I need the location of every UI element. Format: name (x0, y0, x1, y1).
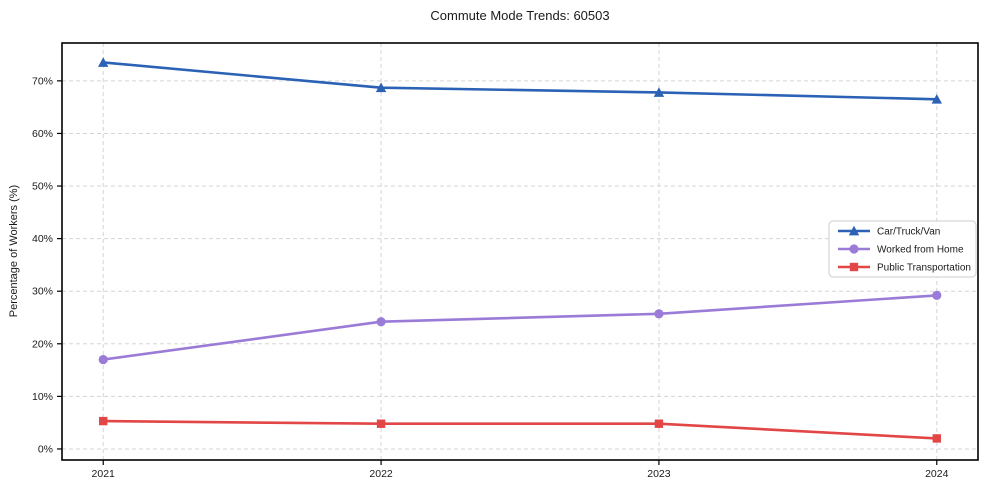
legend-label: Worked from Home (877, 245, 964, 256)
legend: Car/Truck/Van Worked from Home Public Tran… (828, 220, 977, 278)
data-point (375, 82, 387, 93)
series-line (101, 61, 939, 101)
y-tick-label: 30% (32, 286, 53, 298)
data-point (931, 94, 942, 104)
y-tick-label: 10% (32, 391, 53, 403)
legend-marker (849, 262, 859, 272)
data-point (98, 57, 109, 67)
y-tick-label: 70% (32, 75, 53, 87)
x-tick-label: 2021 (92, 468, 116, 480)
data-point (653, 87, 665, 97)
data-point (932, 290, 942, 301)
legend-label: Public Transportation (877, 263, 971, 274)
x-tick-label: 2024 (925, 468, 949, 480)
series-car-truck-van (98, 57, 942, 104)
legend-entry-car-truck-van: Car/Truck/Van (838, 225, 940, 238)
data-point (654, 419, 664, 428)
legend-marker (849, 244, 859, 254)
legend-marker (848, 225, 860, 236)
data-point (654, 309, 664, 319)
series-line (101, 294, 939, 361)
y-tick-label: 50% (32, 181, 53, 193)
series-worked-from-home (98, 290, 942, 365)
x-tick-label: 2022 (369, 468, 393, 480)
axes-border (61, 42, 979, 461)
x-tick-label: 2023 (647, 468, 671, 480)
y-tick-label: 0% (38, 443, 53, 455)
data-point (376, 317, 386, 327)
series-public-transportation (99, 416, 941, 443)
tick-marks (57, 80, 938, 465)
data-point (932, 434, 941, 443)
chart-title: Commute Mode Trends: 60503 (430, 8, 610, 23)
legend-entry-worked-from-home: Worked from Home (838, 244, 964, 256)
gridlines (62, 43, 978, 460)
tick-labels: 0% 10% 20% 30% 40% 50% 60% 70% 2021 2022 2023 2024 (32, 75, 949, 480)
y-tick-label: 40% (32, 233, 53, 245)
y-tick-label: 20% (32, 338, 53, 350)
legend-box (828, 220, 977, 278)
series-line (101, 419, 939, 440)
data-point (376, 419, 386, 428)
legend-entry-public-transportation: Public Transportation (838, 263, 971, 274)
y-tick-label: 60% (32, 128, 53, 140)
legend-label: Car/Truck/Van (877, 227, 940, 238)
data-point (98, 354, 108, 365)
data-point (99, 416, 108, 426)
